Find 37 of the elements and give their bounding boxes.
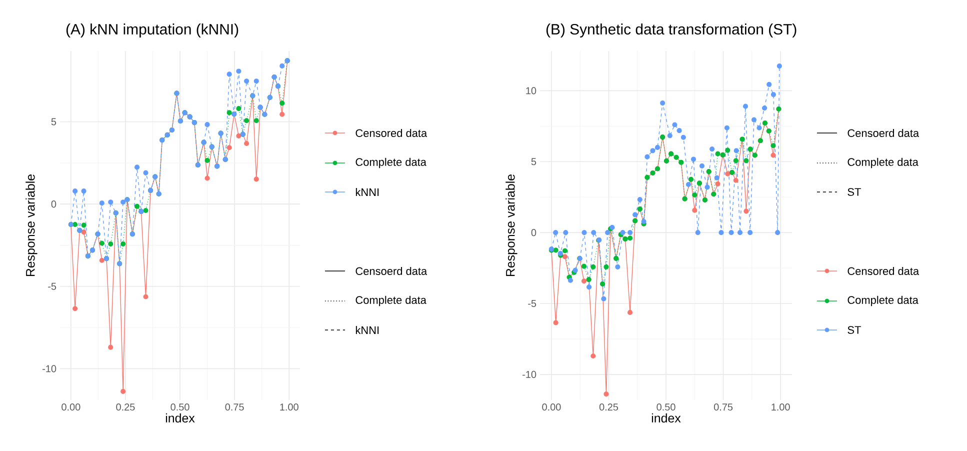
y-tick-label: 5: [51, 118, 56, 126]
y-tick-label: -5: [48, 282, 56, 290]
x-tick-label: 1.00: [772, 404, 790, 411]
x-axis-title: index: [652, 413, 681, 423]
legend-label: kNNI: [356, 188, 379, 196]
x-tick-label: 0.25: [116, 404, 135, 411]
y-tick-label: -5: [528, 300, 536, 307]
y-tick-label: 0: [531, 229, 536, 236]
x-tick-label: 1.00: [280, 404, 298, 411]
text: ST: [848, 188, 861, 196]
y-tick-label: 10: [526, 87, 536, 94]
text: Censoerd data: [356, 266, 428, 276]
text: kNNI: [356, 326, 379, 334]
y-axis-title: Response variable: [26, 174, 38, 276]
legend-label: Complete data: [848, 296, 918, 306]
text: Complete data: [848, 158, 918, 168]
x-tick-label: 0.75: [714, 404, 733, 411]
y-tick-label: 5: [531, 158, 536, 166]
x-axis-title: index: [166, 413, 195, 423]
x-tick-label: 0.00: [62, 404, 80, 411]
chart-title: (B) Synthetic data transformation (ST): [546, 24, 796, 38]
y-axis-title: Response variable: [506, 174, 518, 276]
legend-label: Censored data: [356, 128, 428, 138]
text: Complete data: [356, 296, 426, 306]
x-tick-label: 0.50: [170, 404, 190, 411]
x-tick-label: 0.50: [656, 404, 676, 411]
legend-label: Censored data: [848, 266, 920, 276]
chart-title: (A) kNN imputation (kNNI): [66, 24, 238, 38]
legend-label: ST: [848, 326, 861, 334]
x-tick-label: 0.75: [225, 404, 244, 411]
y-tick-label: -10: [42, 365, 56, 372]
x-tick-label: 0.00: [542, 404, 561, 411]
legend-label: Complete data: [356, 158, 426, 168]
x-tick-label: 0.25: [599, 404, 618, 411]
y-tick-label: -10: [522, 370, 536, 378]
y-tick-label: 0: [51, 200, 56, 208]
text: Censoerd data: [848, 128, 920, 138]
